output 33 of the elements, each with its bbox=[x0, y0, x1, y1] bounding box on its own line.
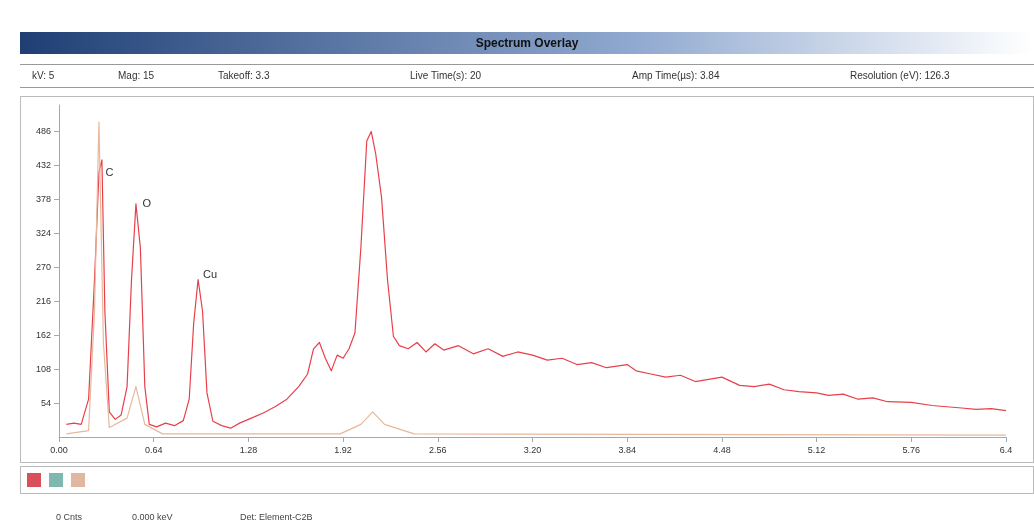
y-tick-label: 432 bbox=[35, 159, 51, 170]
text: Live Time(s): 20 bbox=[410, 70, 482, 81]
text: 0 Cnts bbox=[56, 512, 83, 522]
x-tick-label: 0.00 bbox=[50, 444, 68, 455]
x-tick-label: 5.76 bbox=[902, 444, 921, 455]
x-tick-label: 0.64 bbox=[144, 444, 163, 455]
annotation: O bbox=[142, 196, 152, 209]
x-tick-label: 3.84 bbox=[618, 444, 636, 455]
annotation: C bbox=[105, 166, 114, 179]
y-tick-label: 378 bbox=[35, 193, 51, 204]
y-tick-label: 108 bbox=[35, 363, 51, 374]
x-tick-label: 1.92 bbox=[334, 444, 352, 455]
text: kV: 5 bbox=[32, 70, 55, 81]
text: Mag: 15 bbox=[118, 70, 155, 81]
y-tick-label: 486 bbox=[35, 125, 51, 136]
x-tick-label: 5.12 bbox=[807, 444, 826, 455]
text: Takeoff: 3.3 bbox=[218, 70, 270, 81]
x-tick-label: 3.20 bbox=[523, 444, 542, 455]
x-tick-label: 1.28 bbox=[239, 444, 258, 455]
y-tick-label: 162 bbox=[35, 329, 51, 340]
chart-title: Spectrum Overlay bbox=[20, 32, 1034, 54]
text: Amp Time(µs): 3.84 bbox=[632, 70, 720, 81]
y-tick-label: 216 bbox=[35, 295, 51, 306]
x-tick-label: 6.4 bbox=[999, 444, 1013, 455]
text: Resolution (eV): 126.3 bbox=[850, 70, 950, 81]
annotation: Cu bbox=[203, 268, 218, 281]
text: 0.000 keV bbox=[132, 512, 173, 522]
x-tick-label: 4.48 bbox=[713, 444, 731, 455]
y-tick-label: 270 bbox=[35, 261, 51, 272]
text: Det: Element-C2B bbox=[240, 512, 313, 522]
y-tick-label: 54 bbox=[40, 397, 51, 408]
x-tick-label: 2.56 bbox=[429, 444, 447, 455]
y-tick-label: 324 bbox=[35, 227, 51, 238]
